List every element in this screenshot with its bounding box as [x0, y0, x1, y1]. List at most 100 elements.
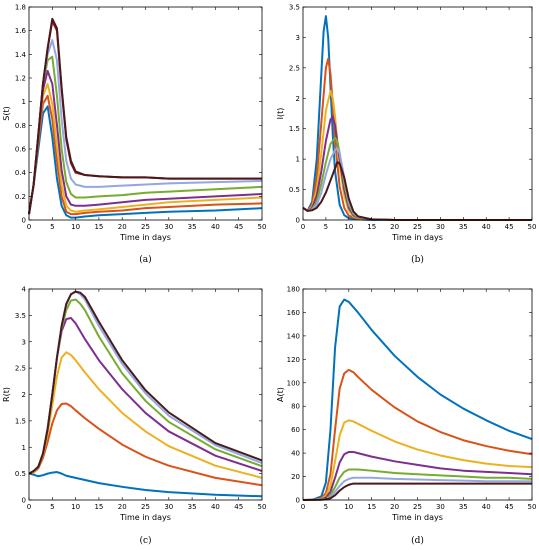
x-tick-label: 10: [344, 503, 353, 511]
series-group: [302, 15, 532, 221]
x-tick-label: 30: [164, 223, 173, 231]
y-tick-label: 1.6: [15, 27, 27, 35]
x-tick-label: 20: [390, 503, 399, 511]
x-tick-label: 10: [71, 503, 80, 511]
y-tick-label: 3: [296, 34, 300, 42]
x-tick-label: 10: [344, 223, 353, 231]
x-tick-label: 20: [118, 503, 127, 511]
y-tick-label: 4: [22, 286, 27, 294]
y-tick-label: 2.5: [15, 365, 26, 373]
y-tick-label: 40: [291, 450, 300, 458]
series-line-7: [28, 290, 263, 475]
x-tick-label: 35: [188, 223, 197, 231]
y-tick-label: 0: [296, 497, 300, 505]
x-axis-label: Time in days: [391, 513, 443, 522]
x-axis-label: Time in days: [391, 233, 443, 242]
panel-caption: (c): [139, 535, 151, 546]
y-tick-label: 80: [291, 403, 300, 411]
y-tick-label: 60: [291, 426, 300, 434]
x-tick-label: 35: [188, 503, 197, 511]
x-tick-label: 30: [436, 503, 445, 511]
y-tick-label: 1.5: [289, 125, 300, 133]
y-axis-label: R(t): [2, 387, 11, 402]
x-tick-label: 40: [482, 503, 491, 511]
x-tick-label: 0: [27, 503, 31, 511]
x-tick-label: 0: [27, 223, 31, 231]
x-tick-label: 50: [528, 223, 537, 231]
x-tick-label: 45: [505, 223, 514, 231]
y-tick-label: 100: [287, 379, 300, 387]
y-tick-label: 0: [296, 217, 300, 225]
chart-panel-2: 0 5 10 15 20 25 30 35 40 45 50 0 0.5 1 1.5 2 2.5 3 3.5 Time…: [276, 4, 536, 266]
series-group: [28, 290, 263, 498]
panel-caption: (d): [411, 535, 424, 546]
x-tick-label: 20: [118, 223, 127, 231]
x-tick-label: 50: [258, 223, 267, 231]
y-tick-label: 3: [22, 338, 26, 346]
panel-caption: (a): [139, 254, 151, 265]
y-tick-label: 180: [287, 286, 300, 294]
y-axis-label: S(t): [2, 106, 11, 120]
y-tick-label: 0: [22, 217, 26, 225]
series-line-1: [28, 471, 263, 498]
y-tick-label: 2: [22, 391, 26, 399]
x-tick-label: 0: [301, 223, 305, 231]
y-tick-label: 0.2: [15, 193, 26, 201]
x-tick-label: 25: [141, 223, 150, 231]
x-tick-label: 15: [94, 503, 103, 511]
y-tick-label: 3.5: [15, 312, 26, 320]
series-line-1: [302, 15, 532, 221]
x-tick-label: 40: [211, 223, 220, 231]
x-tick-label: 25: [413, 503, 422, 511]
x-tick-label: 45: [234, 503, 243, 511]
x-tick-label: 40: [482, 223, 491, 231]
chart-panel-1: 0 5 10 15 20 25 30 35 40 45 50 0 0.2 0.4 0.6 0.8 1 1.2 1.4…: [2, 4, 266, 266]
x-tick-label: 25: [141, 503, 150, 511]
y-tick-label: 0.4: [15, 169, 27, 177]
x-tick-label: 5: [50, 223, 54, 231]
x-tick-label: 50: [528, 503, 537, 511]
x-tick-label: 45: [234, 223, 243, 231]
y-tick-label: 3.5: [289, 4, 300, 12]
y-tick-label: 20: [291, 473, 300, 481]
x-tick-label: 40: [211, 503, 220, 511]
series-line-1: [302, 298, 533, 501]
y-tick-label: 2.5: [289, 64, 300, 72]
y-tick-label: 140: [287, 332, 300, 340]
y-tick-label: 1: [296, 156, 300, 164]
y-tick-label: 1.5: [15, 417, 26, 425]
y-tick-label: 160: [287, 309, 300, 317]
x-axis-label: Time in days: [119, 513, 171, 522]
series-line-5: [302, 468, 533, 501]
x-tick-label: 15: [367, 223, 376, 231]
series-line-1: [28, 105, 263, 219]
series-group: [28, 17, 263, 219]
y-tick-label: 0.6: [15, 146, 27, 154]
x-tick-label: 15: [94, 223, 103, 231]
y-tick-label: 1: [22, 444, 26, 452]
y-tick-label: 120: [287, 356, 300, 364]
y-tick-label: 1.4: [15, 51, 27, 59]
panel-caption: (b): [411, 254, 424, 265]
x-tick-label: 5: [50, 503, 54, 511]
x-tick-label: 5: [324, 223, 328, 231]
y-tick-label: 0.5: [15, 470, 26, 478]
y-tick-label: 2: [296, 95, 300, 103]
y-tick-label: 0.5: [289, 186, 300, 194]
y-tick-label: 1: [22, 98, 26, 106]
series-line-2: [28, 402, 263, 487]
series-group: [302, 298, 533, 501]
x-tick-label: 35: [459, 223, 468, 231]
series-line-2: [302, 368, 533, 501]
chart-panel-4: 0 5 10 15 20 25 30 35 40 45 50 0 20 40 60 80 100 120 140 16…: [276, 286, 536, 547]
x-tick-label: 25: [413, 223, 422, 231]
x-tick-label: 30: [164, 503, 173, 511]
y-axis-label: I(t): [276, 108, 285, 120]
x-tick-label: 5: [324, 503, 328, 511]
x-tick-label: 30: [436, 223, 445, 231]
y-tick-label: 0.8: [15, 122, 26, 130]
y-tick-label: 1.8: [15, 4, 26, 12]
x-tick-label: 45: [505, 503, 514, 511]
x-axis-label: Time in days: [119, 233, 171, 242]
